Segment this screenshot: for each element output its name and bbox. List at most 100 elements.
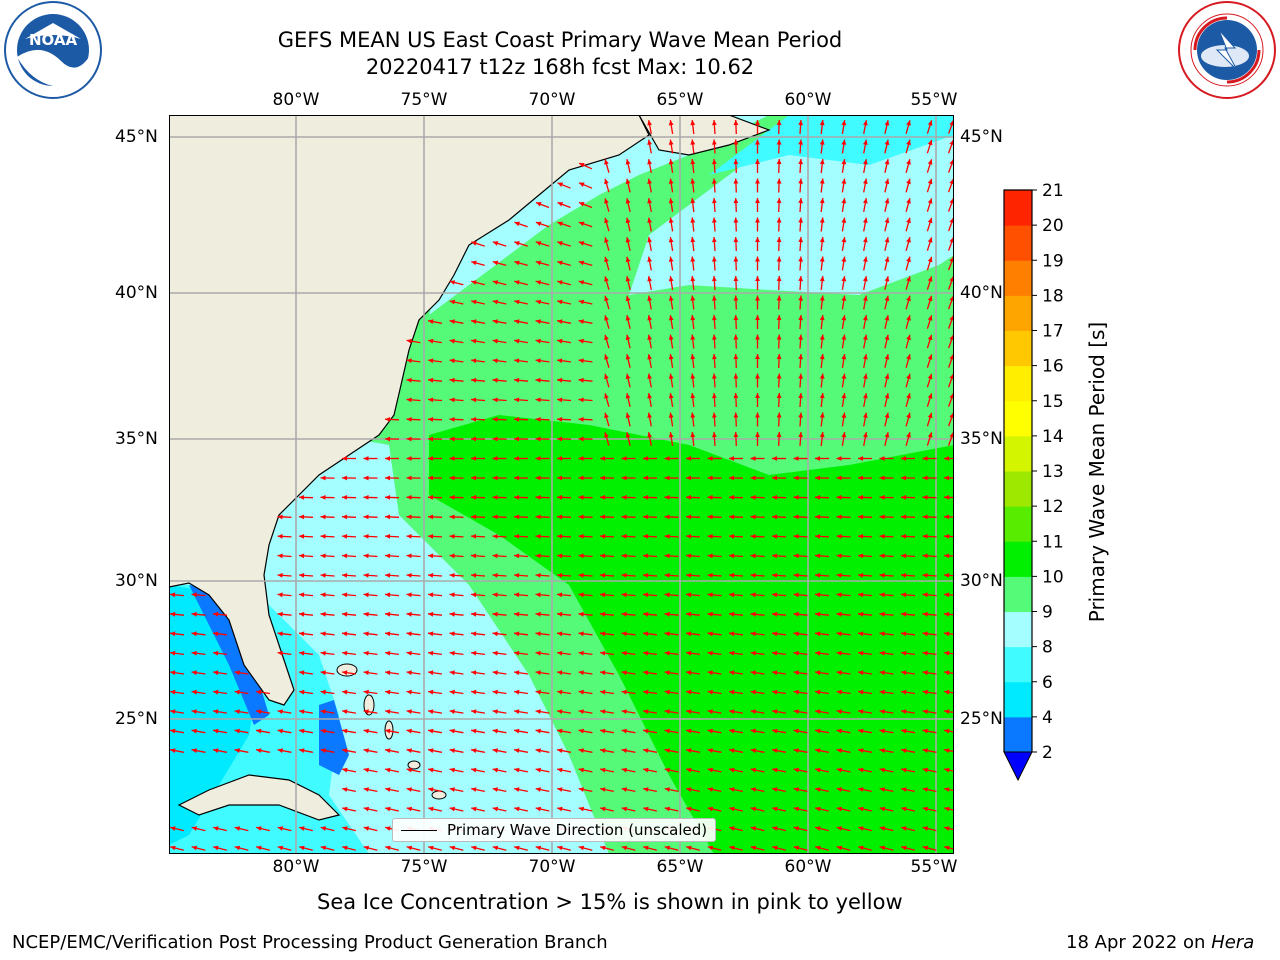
wave-arrow-head bbox=[234, 826, 241, 831]
wave-arrow-head bbox=[664, 748, 670, 753]
wave-arrow-head bbox=[879, 611, 885, 617]
wave-arrow-head bbox=[600, 514, 606, 520]
wave-arrow-head bbox=[406, 728, 412, 734]
wave-arrow-head bbox=[836, 806, 843, 812]
wave-arrow-head bbox=[578, 456, 584, 461]
wave-arrow-head bbox=[858, 650, 864, 656]
wave-arrow-head bbox=[170, 709, 176, 714]
wave-arrow-head bbox=[776, 373, 782, 379]
wave-arrow-head bbox=[819, 256, 825, 262]
wave-arrow-head bbox=[604, 432, 609, 438]
wave-arrow-head bbox=[600, 728, 606, 734]
wave-arrow-head bbox=[535, 534, 541, 539]
wave-arrow-head bbox=[707, 592, 713, 598]
wave-arrow-head bbox=[578, 260, 585, 266]
wave-arrow-head bbox=[712, 315, 717, 321]
wave-arrow-head bbox=[514, 689, 520, 695]
wave-arrow-head bbox=[428, 592, 434, 598]
wave-arrow-head bbox=[793, 845, 800, 851]
wave-arrow-head bbox=[664, 709, 670, 714]
wave-arrow-head bbox=[858, 611, 864, 617]
lon-label-top-75w: 75°W bbox=[400, 90, 448, 110]
wave-arrow-head bbox=[712, 334, 717, 340]
wave-arrow-head bbox=[841, 178, 847, 184]
wave-arrow-head bbox=[449, 397, 455, 403]
wave-arrow-head bbox=[449, 631, 455, 637]
wave-arrow-head bbox=[707, 748, 713, 753]
wave-arrow-head bbox=[755, 334, 760, 340]
wave-arrow-head bbox=[733, 139, 739, 145]
wave-arrow-head bbox=[798, 217, 803, 223]
wave-arrow-head bbox=[600, 689, 606, 695]
wave-arrow-head bbox=[901, 573, 907, 578]
wave-arrow-head bbox=[841, 276, 847, 282]
wave-arrow-head bbox=[668, 217, 674, 223]
wave-arrow-head bbox=[428, 436, 433, 442]
wave-arrow-head bbox=[647, 237, 652, 243]
wave-arrow-head bbox=[906, 393, 911, 399]
wave-arrow-head bbox=[514, 377, 520, 383]
wave-arrow-head bbox=[879, 845, 886, 851]
wave-arrow-head bbox=[841, 198, 847, 204]
wave-arrow-head bbox=[406, 417, 412, 422]
wave-arrow-head bbox=[406, 573, 412, 578]
wave-arrow-head bbox=[879, 475, 885, 481]
wave-arrow-head bbox=[299, 514, 305, 520]
legend-label: Primary Wave Direction (unscaled) bbox=[447, 821, 708, 839]
wave-arrow-head bbox=[793, 631, 799, 637]
wave-arrow-head bbox=[625, 295, 631, 302]
wave-arrow-head bbox=[449, 689, 455, 695]
wave-arrow-head bbox=[578, 534, 584, 539]
wave-arrow-head bbox=[863, 217, 868, 223]
colorbar-tick-label: 2 bbox=[1042, 743, 1053, 763]
wave-arrow-head bbox=[944, 514, 950, 520]
wave-arrow-head bbox=[922, 514, 928, 520]
wave-arrow-head bbox=[514, 241, 520, 246]
wave-arrow-head bbox=[342, 728, 348, 734]
wave-arrow-head bbox=[277, 534, 283, 539]
wave-arrow-head bbox=[621, 728, 627, 734]
wave-arrow-head bbox=[863, 315, 868, 321]
wave-arrow-head bbox=[256, 709, 262, 714]
wave-arrow-head bbox=[884, 334, 890, 341]
wave-arrow-head bbox=[514, 338, 520, 344]
wave-arrow-head bbox=[428, 397, 434, 403]
wave-arrow-head bbox=[449, 728, 455, 734]
wave-arrow-head bbox=[733, 159, 739, 165]
wave-arrow-head bbox=[385, 592, 391, 598]
wave-arrow-head bbox=[449, 417, 455, 422]
colorbar-tick-label: 4 bbox=[1042, 708, 1053, 728]
wave-arrow-head bbox=[729, 631, 735, 637]
wave-arrow-head bbox=[625, 412, 631, 419]
wave-arrow-head bbox=[492, 611, 498, 617]
wave-arrow-head bbox=[927, 276, 933, 282]
wave-arrow-head bbox=[858, 553, 864, 559]
lon-label-bottom-60w: 60°W bbox=[784, 857, 832, 877]
wave-arrow-head bbox=[755, 139, 760, 145]
wave-arrow-head bbox=[690, 412, 696, 418]
wave-arrow-head bbox=[819, 354, 825, 360]
wave-arrow-head bbox=[772, 787, 778, 792]
colorbar-tick-label: 16 bbox=[1042, 357, 1064, 377]
wave-arrow-head bbox=[798, 178, 803, 184]
wave-arrow-head bbox=[884, 354, 890, 360]
wave-arrow-head bbox=[600, 767, 606, 773]
wave-arrow-head bbox=[686, 689, 692, 695]
wave-arrow-head bbox=[729, 592, 735, 598]
wave-arrow-head bbox=[557, 650, 563, 656]
wave-arrow-head bbox=[772, 592, 778, 598]
wave-arrow-head bbox=[471, 456, 476, 461]
wave-arrow-head bbox=[772, 826, 778, 831]
wave-arrow-head bbox=[922, 806, 929, 812]
wave-arrow-head bbox=[535, 260, 542, 266]
wave-arrow-head bbox=[863, 295, 868, 301]
wave-arrow-head bbox=[170, 611, 176, 617]
wave-arrow-head bbox=[363, 806, 370, 812]
wave-arrow-head bbox=[755, 393, 760, 398]
wave-arrow-head bbox=[625, 432, 631, 438]
wave-arrow-head bbox=[643, 709, 649, 714]
wave-arrow-head bbox=[686, 728, 692, 734]
wave-arrow-head bbox=[949, 178, 954, 185]
wave-arrow-head bbox=[927, 315, 933, 321]
wave-arrow-head bbox=[668, 120, 674, 126]
